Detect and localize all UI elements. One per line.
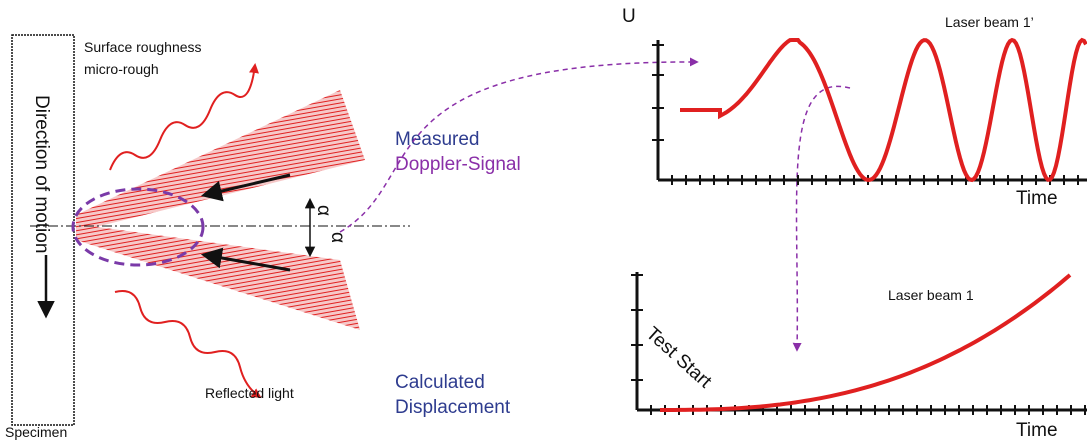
angle-label: α [313,205,334,216]
beam-label: Laser beam 1 [888,287,974,303]
x-axis-label: Time [1016,420,1058,441]
reflected-label: Reflected light [205,385,294,401]
x-axis-label: Time [1016,188,1058,209]
specimen-label: Specimen [5,424,67,440]
signal-label: Doppler-Signal [395,154,521,175]
displacement-label: Calculated [395,372,485,393]
start-label: Test Start [642,323,716,393]
surface-label: Surface roughness [84,39,202,55]
displacement-label: Displacement [395,397,511,418]
angle-label: α [327,232,348,243]
flow-arrow [797,86,850,350]
doppler-curve [680,40,1086,180]
signal-label: Measured [395,129,480,150]
diagram: Direction of motion Specimen Surface rou… [0,0,1087,443]
beam-label: Laser beam 1’ [945,14,1034,30]
reflected-light [115,291,260,397]
y-axis-label: U [622,6,636,27]
displacement-curve [660,275,1070,410]
laser-beam [76,224,360,330]
flow-arrow [340,62,697,232]
surface-label: micro-rough [84,61,159,77]
motion-label: Direction of motion [31,95,52,253]
